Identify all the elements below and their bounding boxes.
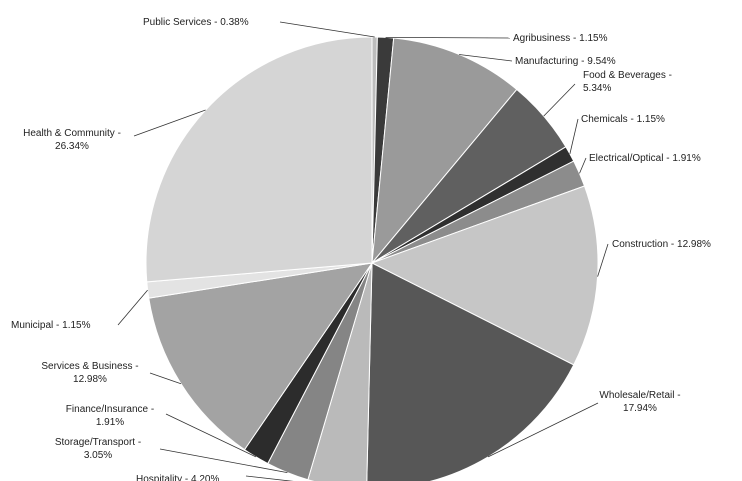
leader-line [133,109,206,137]
slice-label: Food & Beverages - [583,70,672,81]
slice-label: 12.98% [73,374,107,385]
leader-line [487,402,599,458]
slice-label: 5.34% [583,83,611,94]
leader-line [117,289,148,326]
leader-line [149,372,182,385]
slice-label: Municipal - 1.15% [11,320,91,331]
slice-label: Chemicals - 1.15% [581,114,665,125]
leader-line [165,413,257,458]
slice-label: Agribusiness - 1.15% [513,33,608,44]
slice-label: 17.94% [623,403,657,414]
slice-label: Manufacturing - 9.54% [515,56,616,67]
slice-label: Public Services - 0.38% [143,17,249,28]
pie-slice-services-business [148,262,374,451]
slice-label: Storage/Transport - [55,437,141,448]
slice-label: 26.34% [55,141,89,152]
leader-line [279,21,375,38]
leader-line [569,118,579,154]
leader-line [543,83,576,117]
slice-label: 1.91% [96,417,124,428]
leader-line [245,475,294,481]
slice-label: Construction - 12.98% [612,239,711,250]
pie-slice-health-community [145,36,373,283]
slice-label: Finance/Insurance - [66,404,154,415]
slice-label: Electrical/Optical - 1.91% [589,153,701,164]
leader-line [459,54,513,62]
slice-label: Hospitality - 4.20% [136,474,219,481]
slice-label: Wholesale/Retail - [599,390,680,401]
leader-line [579,157,587,174]
leader-line [159,448,288,473]
leader-line [385,37,511,39]
leader-line [597,243,609,277]
slice-label: Services & Business - [41,361,138,372]
slice-label: Health & Community - [23,128,121,139]
slice-label: 3.05% [84,450,112,461]
